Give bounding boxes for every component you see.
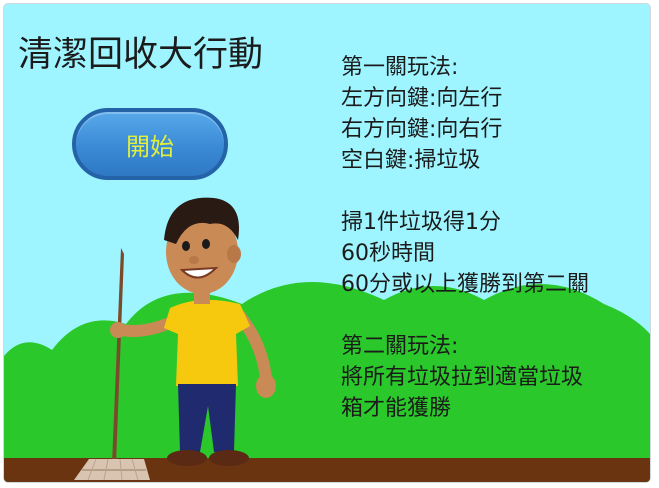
- level2-heading: 第二關玩法:: [341, 334, 459, 359]
- level1-rule-left: 左方向鍵:向左行: [341, 86, 503, 111]
- start-button-label: 開始: [126, 132, 174, 161]
- instructions-spacer: [341, 176, 649, 207]
- cleaner-character-icon: [110, 197, 276, 466]
- instructions-spacer: [341, 300, 649, 331]
- instructions-panel: 第一關玩法: 左方向鍵:向左行 右方向鍵:向右行 空白鍵:掃垃圾 掃1件垃圾得1…: [341, 52, 649, 424]
- broom-icon: [74, 248, 150, 481]
- game-title: 清潔回收大行動: [18, 35, 264, 75]
- level1-heading: 第一關玩法:: [341, 55, 459, 80]
- scoring-rule-points: 掃1件垃圾得1分: [341, 210, 501, 235]
- level2-rule-line1: 將所有垃圾拉到適當垃圾: [341, 365, 584, 390]
- scoring-rule-time: 60秒時間: [341, 241, 435, 266]
- level1-rule-right: 右方向鍵:向右行: [341, 117, 503, 142]
- green-hills: [4, 281, 650, 482]
- level1-rule-space: 空白鍵:掃垃圾: [341, 148, 481, 173]
- scenery: [4, 197, 650, 482]
- start-button[interactable]: 開始: [72, 108, 228, 180]
- scoring-rule-win: 60分或以上獲勝到第二關: [341, 272, 589, 297]
- game-stage: 清潔回收大行動 開始 第一關玩法: 左方向鍵:向左行 右方向鍵:向右行 空白鍵:…: [4, 4, 650, 482]
- level2-rule-line2: 箱才能獲勝: [341, 396, 452, 421]
